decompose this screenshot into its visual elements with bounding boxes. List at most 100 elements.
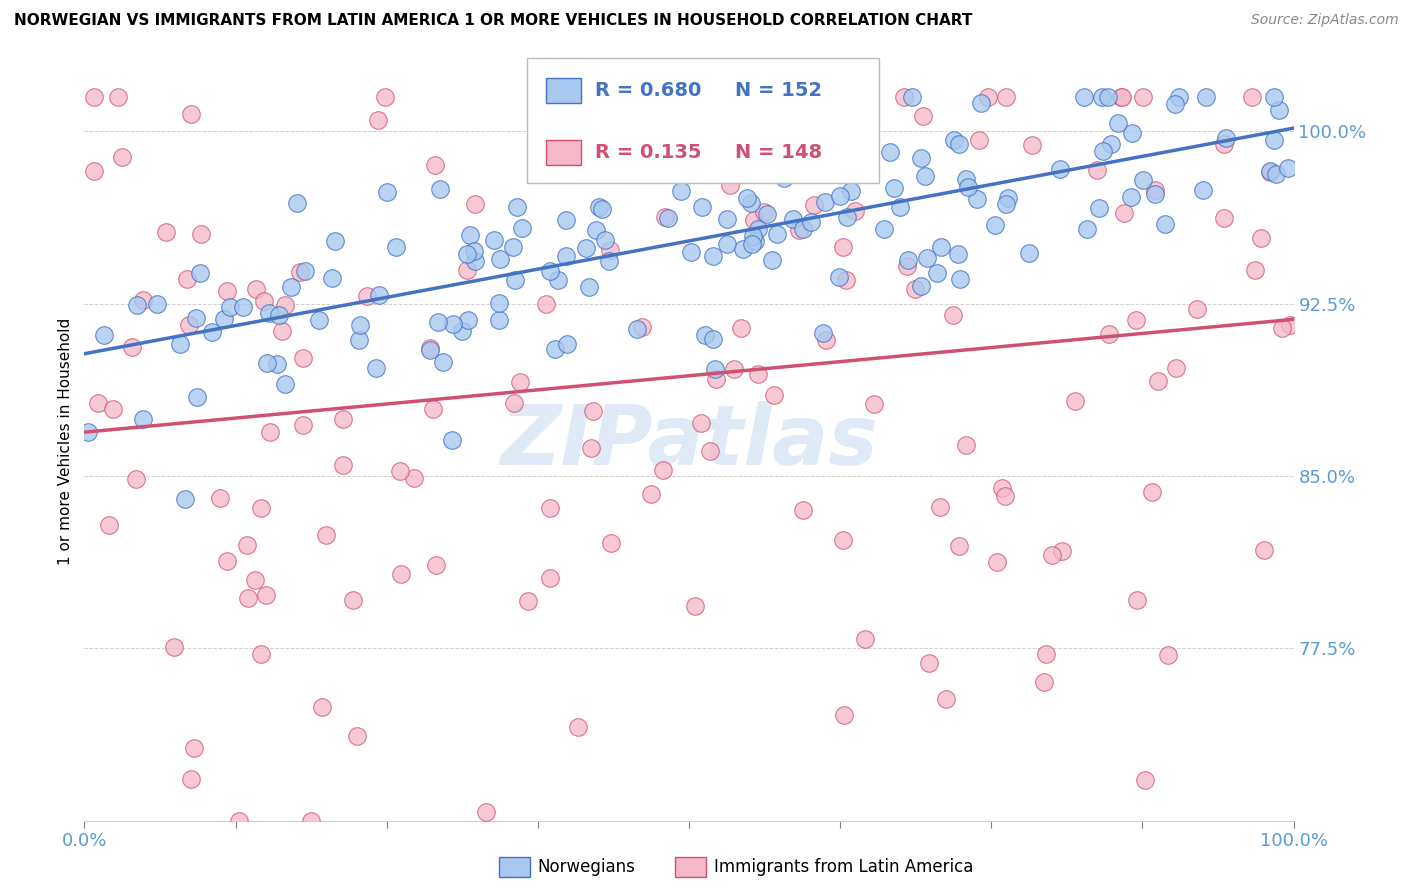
Point bbox=[1253, 543, 1275, 558]
Point bbox=[977, 90, 1000, 104]
Point bbox=[837, 210, 859, 224]
Text: R = 0.680: R = 0.680 bbox=[595, 80, 702, 100]
Point bbox=[1268, 103, 1291, 118]
Point bbox=[803, 198, 825, 212]
Point bbox=[441, 317, 464, 331]
Point bbox=[1114, 206, 1136, 220]
Point bbox=[482, 233, 505, 247]
Point bbox=[93, 328, 115, 343]
Point bbox=[212, 312, 235, 326]
Point bbox=[568, 90, 591, 104]
Point bbox=[253, 294, 276, 309]
Point bbox=[1091, 145, 1114, 159]
Point bbox=[186, 390, 208, 404]
Point bbox=[883, 181, 905, 195]
Point bbox=[832, 240, 855, 254]
Point bbox=[315, 528, 337, 542]
Point bbox=[464, 253, 486, 268]
Point bbox=[929, 240, 952, 254]
Point bbox=[832, 707, 855, 722]
Point bbox=[1166, 361, 1188, 376]
Point bbox=[243, 573, 266, 587]
Point bbox=[432, 355, 454, 369]
Point bbox=[761, 252, 783, 267]
Point bbox=[83, 164, 105, 178]
Point bbox=[228, 814, 250, 828]
Point bbox=[270, 324, 292, 338]
Point bbox=[948, 539, 970, 553]
Point bbox=[997, 190, 1019, 204]
Point bbox=[762, 388, 785, 402]
Point bbox=[425, 558, 447, 572]
Point bbox=[792, 221, 814, 235]
Point bbox=[654, 210, 676, 224]
Point bbox=[910, 151, 932, 165]
Point bbox=[179, 318, 201, 333]
Point bbox=[308, 313, 330, 327]
Point bbox=[1192, 183, 1215, 197]
Point bbox=[769, 112, 792, 127]
Point bbox=[782, 211, 804, 226]
Point bbox=[488, 313, 510, 327]
Point bbox=[723, 362, 745, 376]
Point bbox=[259, 305, 281, 319]
Point bbox=[389, 566, 412, 581]
Point bbox=[190, 227, 212, 241]
Point bbox=[368, 288, 391, 302]
Point bbox=[183, 740, 205, 755]
Point bbox=[911, 109, 934, 123]
Point bbox=[595, 234, 617, 248]
Point bbox=[418, 342, 440, 356]
Point bbox=[893, 90, 915, 104]
Point bbox=[915, 252, 938, 266]
Point bbox=[949, 272, 972, 286]
Point bbox=[457, 313, 479, 327]
Point bbox=[1195, 90, 1218, 104]
Point bbox=[217, 284, 239, 298]
Point bbox=[269, 308, 291, 322]
Point bbox=[256, 355, 278, 369]
Point bbox=[441, 433, 464, 447]
Point bbox=[325, 235, 347, 249]
Point bbox=[765, 227, 787, 241]
Point bbox=[589, 145, 612, 159]
Point bbox=[681, 245, 703, 260]
Point bbox=[585, 223, 607, 237]
Point bbox=[831, 90, 853, 104]
Point bbox=[76, 425, 98, 439]
Point bbox=[759, 90, 782, 104]
Point bbox=[918, 657, 941, 671]
Text: Source: ZipAtlas.com: Source: ZipAtlas.com bbox=[1251, 13, 1399, 28]
Point bbox=[955, 172, 977, 186]
Point bbox=[538, 264, 561, 278]
Point bbox=[294, 264, 316, 278]
Point bbox=[201, 325, 224, 339]
Point bbox=[292, 351, 315, 365]
Point bbox=[693, 328, 716, 343]
Point bbox=[1142, 485, 1164, 500]
Point bbox=[402, 471, 425, 485]
Point bbox=[1021, 137, 1043, 152]
Point bbox=[311, 700, 333, 714]
Point bbox=[1097, 90, 1119, 104]
Point bbox=[288, 265, 311, 279]
Point bbox=[83, 90, 105, 104]
Text: Immigrants from Latin America: Immigrants from Latin America bbox=[714, 858, 973, 876]
Point bbox=[145, 297, 167, 311]
Point bbox=[946, 247, 969, 261]
Point bbox=[1144, 183, 1167, 197]
Point bbox=[364, 360, 387, 375]
Point bbox=[754, 205, 776, 219]
Point bbox=[1157, 648, 1180, 662]
Point bbox=[1168, 90, 1191, 104]
Point bbox=[516, 594, 538, 608]
Point bbox=[600, 536, 623, 550]
Point bbox=[1109, 90, 1132, 104]
Point bbox=[1153, 217, 1175, 231]
Point bbox=[332, 412, 354, 426]
Point bbox=[994, 489, 1017, 503]
Point bbox=[280, 279, 302, 293]
Point bbox=[879, 145, 901, 159]
Point bbox=[800, 215, 823, 229]
Point bbox=[619, 160, 641, 174]
